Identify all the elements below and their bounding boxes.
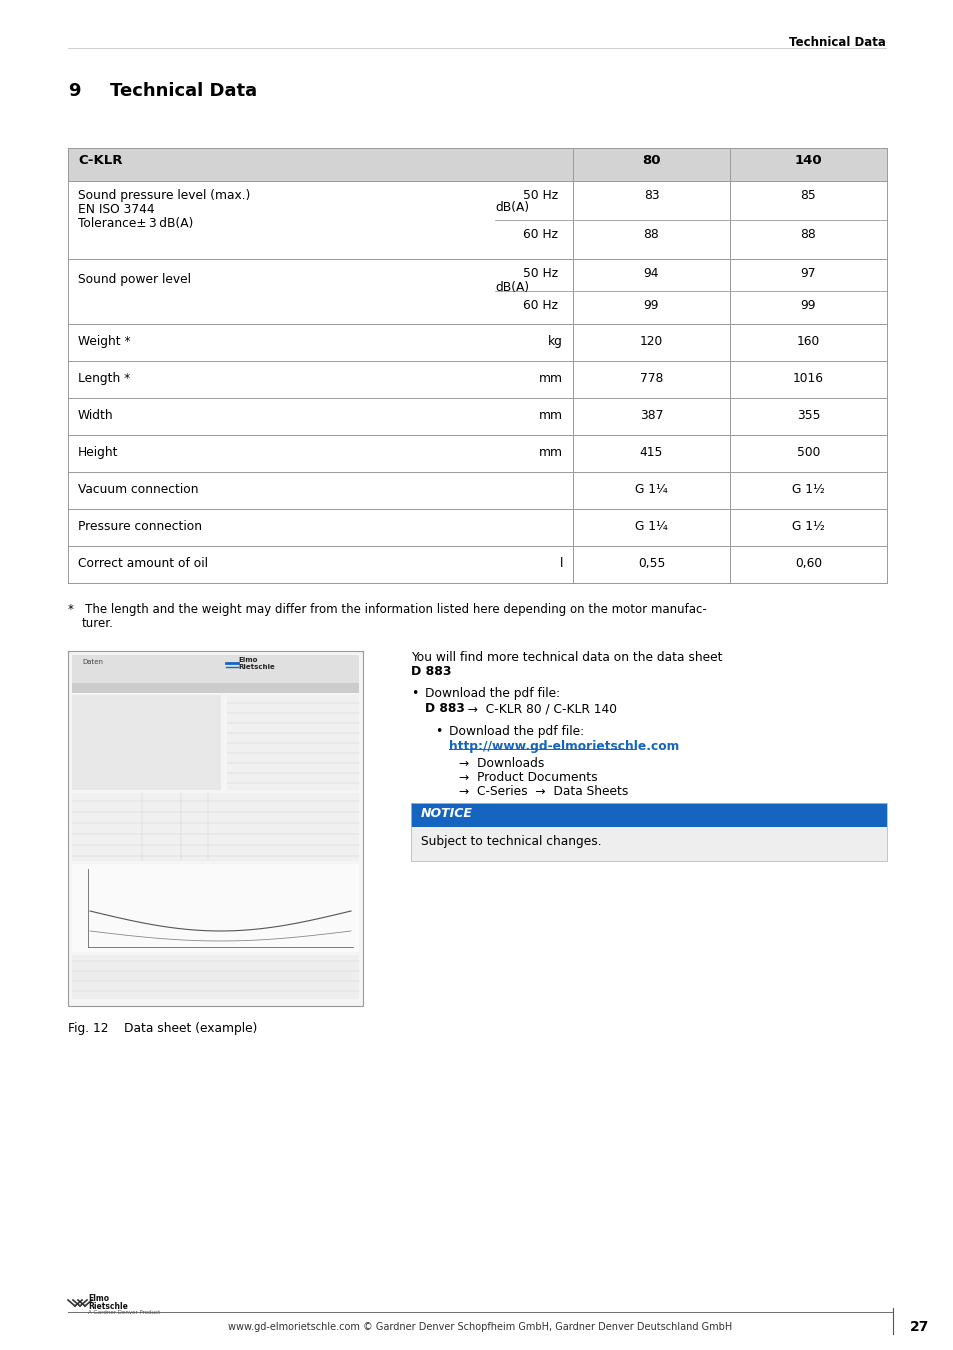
Text: *   The length and the weight may differ from the information listed here depend: * The length and the weight may differ f… [68, 603, 706, 616]
Text: EN ISO 3744: EN ISO 3744 [78, 202, 154, 216]
Text: →  Downloads: → Downloads [458, 757, 544, 769]
Text: Tolerance± 3 dB(A): Tolerance± 3 dB(A) [78, 217, 193, 230]
Text: 88: 88 [800, 228, 816, 242]
Text: 778: 778 [639, 373, 662, 385]
Text: 355: 355 [796, 409, 820, 423]
Text: mm: mm [538, 446, 562, 459]
Text: dB(A): dB(A) [495, 201, 529, 215]
Text: Subject to technical changes.: Subject to technical changes. [420, 836, 601, 848]
Text: 50 Hz: 50 Hz [522, 267, 558, 279]
Bar [71, 683, 358, 693]
Text: D 883: D 883 [411, 666, 451, 678]
Text: Download the pdf file:: Download the pdf file: [449, 725, 583, 738]
Text: 60 Hz: 60 Hz [522, 228, 558, 242]
Text: kg: kg [548, 335, 562, 348]
Text: Fig. 12    Data sheet (example): Fig. 12 Data sheet (example) [68, 1022, 257, 1035]
Bar [411, 803, 886, 828]
Text: Width: Width [78, 409, 113, 423]
Text: →  C-Series  →  Data Sheets: → C-Series → Data Sheets [458, 784, 628, 798]
Bar [71, 695, 221, 790]
Text: •: • [411, 687, 418, 701]
Text: 88: 88 [643, 228, 659, 242]
Text: mm: mm [538, 373, 562, 385]
Text: 415: 415 [639, 446, 662, 459]
Text: 9: 9 [68, 82, 80, 100]
Text: Technical Data: Technical Data [788, 36, 885, 49]
Bar [71, 864, 358, 952]
Text: →  Product Documents: → Product Documents [458, 771, 597, 784]
Text: 83: 83 [643, 189, 659, 202]
Text: l: l [559, 558, 562, 570]
Text: 500: 500 [796, 446, 820, 459]
Bar [71, 655, 358, 683]
Bar [71, 954, 358, 999]
Text: 94: 94 [643, 267, 659, 279]
Text: D 883: D 883 [424, 702, 464, 716]
Bar [227, 695, 358, 790]
Text: G 1¹⁄₄: G 1¹⁄₄ [635, 520, 667, 533]
Text: G 1¹⁄₂: G 1¹⁄₂ [791, 520, 824, 533]
Text: Length *: Length * [78, 373, 131, 385]
Text: 160: 160 [796, 335, 820, 348]
Text: 80: 80 [641, 154, 660, 167]
Text: www.gd-elmorietschle.com © Gardner Denver Schopfheim GmbH, Gardner Denver Deutsc: www.gd-elmorietschle.com © Gardner Denve… [228, 1322, 731, 1332]
Text: http://www.gd-elmorietschle.com: http://www.gd-elmorietschle.com [449, 740, 679, 753]
Text: 99: 99 [800, 298, 816, 312]
Text: NOTICE: NOTICE [420, 807, 473, 819]
Text: You will find more technical data on the data sheet: You will find more technical data on the… [411, 651, 721, 664]
Text: Rietschle: Rietschle [88, 1301, 128, 1311]
Bar [71, 792, 358, 861]
Text: G 1¹⁄₂: G 1¹⁄₂ [791, 483, 824, 495]
Text: Vacuum connection: Vacuum connection [78, 483, 198, 495]
Text: Daten: Daten [82, 659, 103, 666]
Text: A Gardner Denver Product: A Gardner Denver Product [88, 1310, 160, 1315]
Text: Sound pressure level (max.): Sound pressure level (max.) [78, 189, 250, 202]
Text: Elmo: Elmo [88, 1295, 109, 1303]
Text: 97: 97 [800, 267, 816, 279]
Text: Weight *: Weight * [78, 335, 131, 348]
Text: 85: 85 [800, 189, 816, 202]
Text: mm: mm [538, 409, 562, 423]
Text: 0,60: 0,60 [794, 558, 821, 570]
Text: 387: 387 [639, 409, 662, 423]
Text: Technical Data: Technical Data [110, 82, 257, 100]
Text: C-KLR: C-KLR [78, 154, 122, 167]
Text: Elmo
Rietschle: Elmo Rietschle [237, 657, 274, 670]
Text: 140: 140 [794, 154, 821, 167]
Bar [68, 148, 886, 181]
Bar [411, 803, 886, 861]
Text: 27: 27 [909, 1320, 929, 1334]
Text: dB(A): dB(A) [495, 281, 529, 294]
Bar [68, 651, 363, 1006]
Text: Height: Height [78, 446, 118, 459]
Text: 50 Hz: 50 Hz [522, 189, 558, 202]
Bar [411, 828, 886, 861]
Text: 0,55: 0,55 [638, 558, 664, 570]
Text: Pressure connection: Pressure connection [78, 520, 202, 533]
Text: 120: 120 [639, 335, 662, 348]
Text: Correct amount of oil: Correct amount of oil [78, 558, 208, 570]
Text: Sound power level: Sound power level [78, 273, 191, 286]
Text: •: • [435, 725, 442, 738]
Text: Download the pdf file:: Download the pdf file: [424, 687, 559, 701]
Text: 1016: 1016 [792, 373, 823, 385]
Text: →  C-KLR 80 / C-KLR 140: → C-KLR 80 / C-KLR 140 [459, 702, 617, 716]
Text: 60 Hz: 60 Hz [522, 298, 558, 312]
Text: G 1¹⁄₄: G 1¹⁄₄ [635, 483, 667, 495]
Text: turer.: turer. [82, 617, 113, 630]
Text: 99: 99 [643, 298, 659, 312]
